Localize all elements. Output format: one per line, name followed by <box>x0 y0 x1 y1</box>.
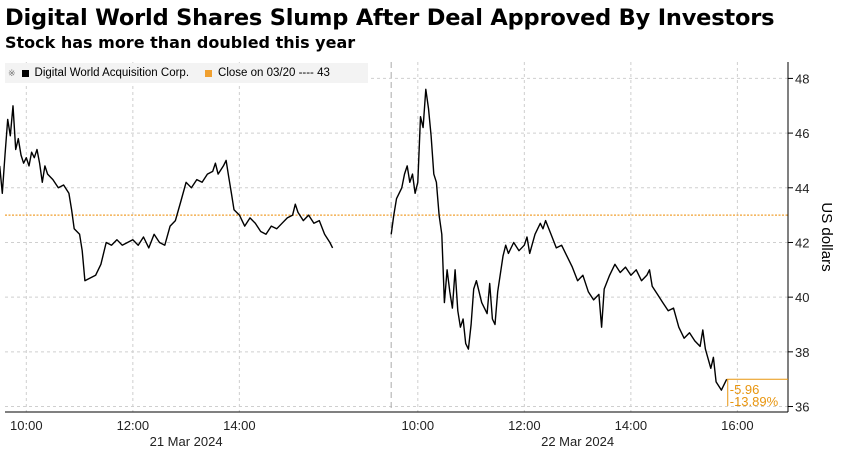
change-percent-label: -13.89% <box>730 394 779 409</box>
y-tick-label: 44 <box>795 181 809 196</box>
y-axis-title: US dollars <box>818 202 835 271</box>
legend-reference-label: Close on 03/20 ---- 43 <box>218 67 330 79</box>
change-value-label: -5.96 <box>730 382 760 397</box>
y-tick-label: 36 <box>795 400 809 415</box>
x-tick-label: 14:00 <box>223 418 256 433</box>
series-line <box>390 88 728 391</box>
chart-title: Digital World Shares Slump After Deal Ap… <box>5 5 775 31</box>
y-tick-label: 42 <box>795 235 809 250</box>
series-line <box>0 105 334 282</box>
x-tick-label: 12:00 <box>508 418 541 433</box>
chart-subtitle: Stock has more than doubled this year <box>5 33 356 52</box>
date-label: 22 Mar 2024 <box>541 434 614 449</box>
y-tick-label: 38 <box>795 345 809 360</box>
x-tick-label: 16:00 <box>721 418 754 433</box>
legend: ※ Digital World Acquisition Corp. Close … <box>5 63 368 83</box>
legend-reference-swatch <box>205 69 213 77</box>
x-tick-label: 12:00 <box>117 418 150 433</box>
legend-series-label: Digital World Acquisition Corp. <box>34 67 190 79</box>
y-tick-label: 40 <box>795 290 809 305</box>
date-label: 21 Mar 2024 <box>150 434 223 449</box>
x-tick-label: 10:00 <box>10 418 43 433</box>
x-tick-label: 10:00 <box>402 418 435 433</box>
x-tick-label: 14:00 <box>615 418 648 433</box>
legend-series-swatch <box>21 69 29 77</box>
y-tick-label: 46 <box>795 126 809 141</box>
y-tick-label: 48 <box>795 71 809 86</box>
legend-pin-icon: ※ <box>8 68 16 78</box>
